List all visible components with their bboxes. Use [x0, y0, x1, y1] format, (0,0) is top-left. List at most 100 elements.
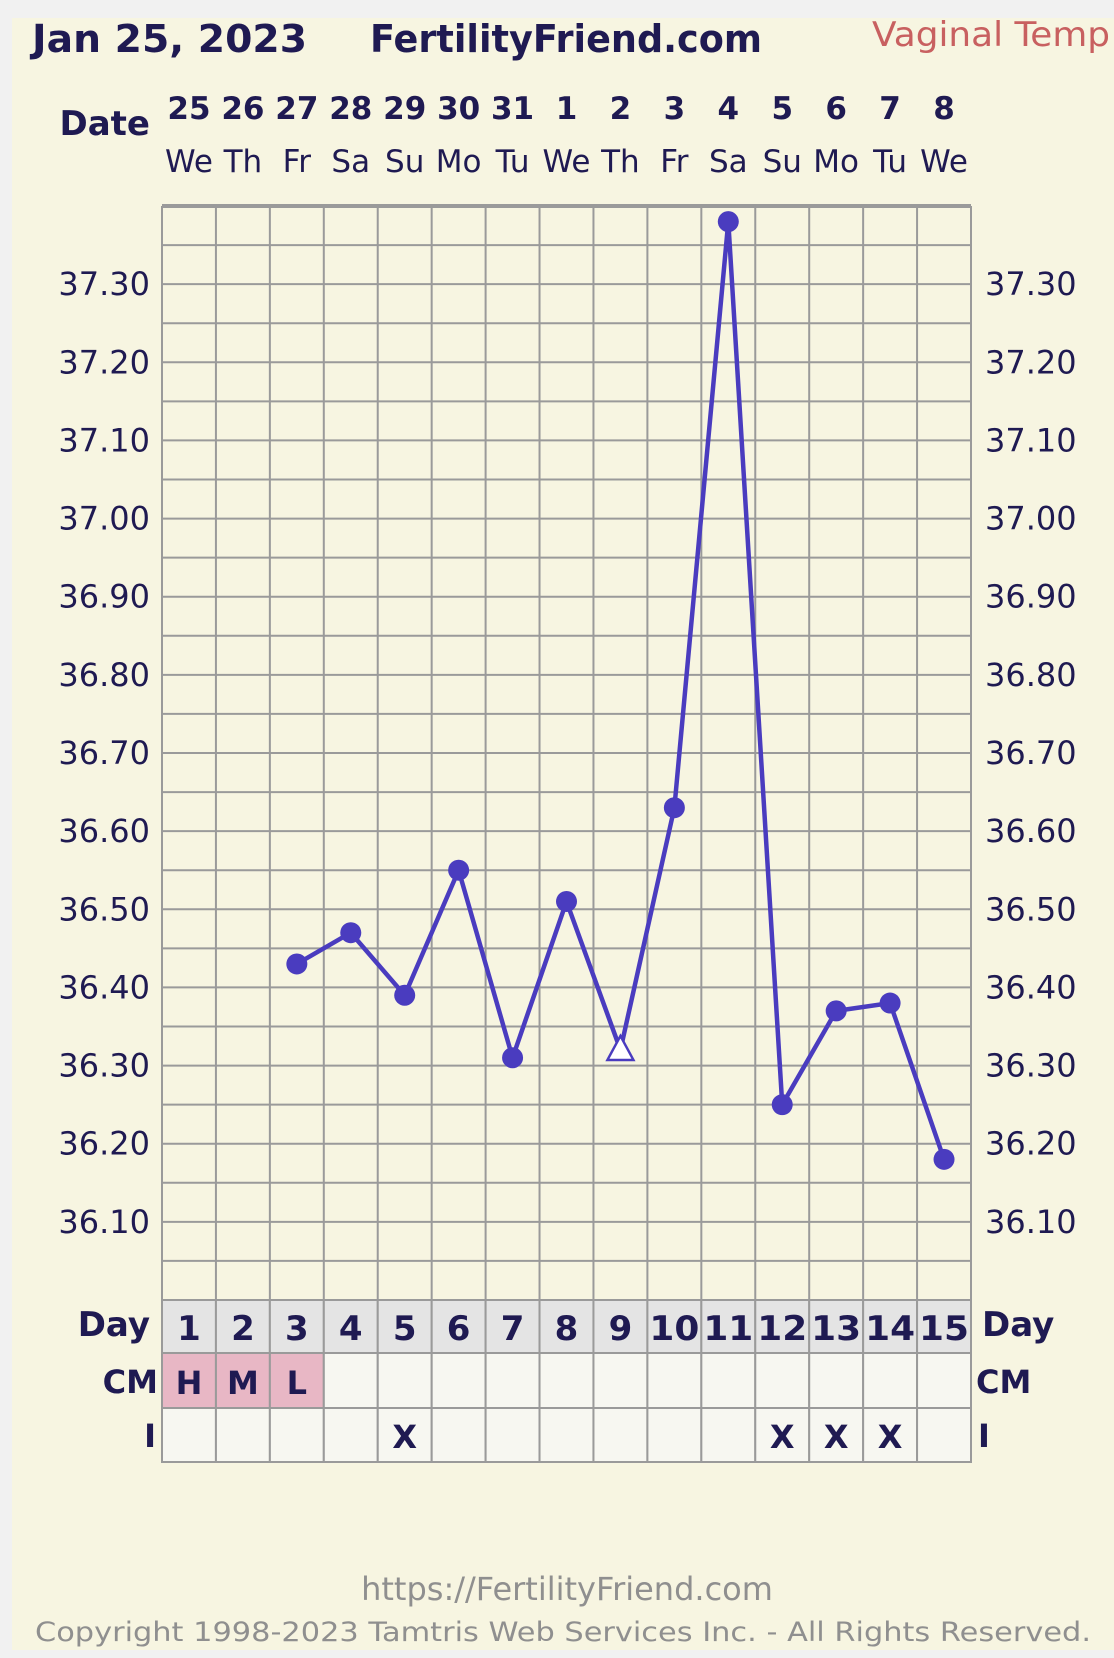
intercourse-cell: [646, 1407, 703, 1463]
cm-cell: [322, 1352, 379, 1409]
date-label: 25: [167, 91, 210, 127]
y-tick-label-right: 36.30: [985, 1047, 1077, 1085]
day-number: 13: [811, 1309, 861, 1349]
y-tick-label-left: 36.60: [58, 812, 150, 850]
day-number: 1: [177, 1309, 201, 1349]
y-tick-label-left: 36.10: [58, 1203, 150, 1241]
intercourse-mark: X: [770, 1418, 795, 1456]
weekday-label: Su: [763, 144, 802, 180]
day-number: 9: [609, 1309, 633, 1349]
y-tick-label-left: 37.30: [58, 265, 150, 303]
cm-cell: [161, 1352, 217, 1409]
temp-type-label: Vaginal Temp: [872, 15, 1110, 55]
temperature-series: [286, 211, 955, 1170]
y-tick-label-left: 37.00: [58, 500, 150, 538]
intercourse-cell: [484, 1407, 541, 1463]
y-tick-label-right: 36.70: [985, 734, 1077, 772]
weekday-label: Sa: [709, 144, 748, 180]
y-tick-label-right: 36.40: [985, 968, 1077, 1006]
intercourse-cell: [322, 1407, 379, 1463]
i-row-label-right: I: [978, 1417, 990, 1455]
day-row-label-right: Day: [982, 1305, 1054, 1345]
cm-cell: [592, 1352, 649, 1409]
cm-value: M: [227, 1364, 259, 1402]
y-tick-label-left: 36.30: [58, 1047, 150, 1085]
weekday-label: Su: [385, 144, 424, 180]
date-label: 5: [771, 91, 793, 127]
y-tick-label-right: 37.10: [985, 421, 1077, 459]
axis-labels: 37.30 37.30 37.20 37.20 37.10 37.10 37.00 37.00…: [58, 91, 1076, 1241]
cm-value: H: [176, 1364, 203, 1402]
day-number: 12: [757, 1309, 807, 1349]
date-label: 1: [556, 91, 578, 127]
day-cell: [376, 1299, 433, 1354]
intercourse-mark: X: [392, 1418, 417, 1456]
weekday-label: Fr: [283, 144, 312, 180]
day-cell: [322, 1299, 379, 1354]
chart-date: Jan 25, 2023: [29, 17, 307, 61]
y-tick-label-left: 36.50: [58, 890, 150, 928]
temperature-point: [340, 922, 362, 944]
weekday-label: Fr: [660, 144, 689, 180]
date-label: 7: [879, 91, 901, 127]
day-number: 5: [393, 1309, 417, 1349]
cm-row-label-right: CM: [976, 1363, 1031, 1401]
date-label: 27: [275, 91, 318, 127]
date-label: 29: [383, 91, 426, 127]
cm-cell: [862, 1352, 919, 1409]
intercourse-cell: [700, 1407, 757, 1463]
intercourse-cell: [862, 1407, 919, 1463]
date-label: 30: [437, 91, 480, 127]
temperature-point: [448, 859, 470, 881]
intercourse-cell: [538, 1407, 595, 1463]
cm-cell: [430, 1352, 487, 1409]
date-label: 6: [825, 91, 847, 127]
intercourse-cell: [214, 1407, 271, 1463]
day-number: 10: [649, 1309, 699, 1349]
day-number: 7: [501, 1309, 525, 1349]
y-tick-label-right: 36.90: [985, 578, 1077, 616]
day-number: 15: [919, 1309, 969, 1349]
temperature-point: [394, 984, 416, 1006]
weekday-label: Sa: [331, 144, 370, 180]
temperature-point: [717, 211, 739, 233]
day-number: 3: [285, 1309, 309, 1349]
cm-cell: [646, 1352, 703, 1409]
cm-cell: [484, 1352, 541, 1409]
temperature-point: [825, 1000, 847, 1022]
y-tick-label-right: 36.20: [985, 1125, 1077, 1163]
date-label: 2: [610, 91, 632, 127]
intercourse-cell: [592, 1407, 649, 1463]
cm-cell: [214, 1352, 271, 1409]
i-row-label-left: I: [144, 1417, 156, 1455]
y-tick-label-left: 36.20: [58, 1125, 150, 1163]
y-tick-label-right: 36.60: [985, 812, 1077, 850]
intercourse-cell: [754, 1407, 811, 1463]
y-tick-label-left: 36.90: [58, 578, 150, 616]
weekday-label: Tu: [495, 144, 530, 180]
y-tick-label-right: 37.00: [985, 500, 1077, 538]
weekday-label: Th: [600, 144, 640, 180]
weekday-label: We: [165, 144, 213, 180]
cm-cell: [376, 1352, 433, 1409]
day-number: 14: [865, 1309, 915, 1349]
date-label: 3: [664, 91, 686, 127]
temperature-point-open-triangle: [605, 1033, 636, 1062]
y-tick-label-right: 36.50: [985, 890, 1077, 928]
day-number: 6: [447, 1309, 471, 1349]
temperature-point: [933, 1148, 955, 1170]
data-rows: 1 H2 M3 L4 5 X 6 7 8 9 10 11 12 X 13 X 14 X 15: [161, 1299, 972, 1463]
intercourse-cell: [430, 1407, 487, 1463]
cm-cell: [808, 1352, 865, 1409]
temperature-point: [879, 992, 901, 1014]
weekday-label: We: [920, 144, 968, 180]
day-cell: [592, 1299, 649, 1354]
day-number: 8: [555, 1309, 579, 1349]
date-row-label: Date: [60, 104, 150, 144]
cm-row-label-left: CM: [103, 1363, 158, 1401]
intercourse-cell: [916, 1407, 972, 1463]
weekday-label: Mo: [813, 144, 859, 180]
date-label: 26: [221, 91, 264, 127]
y-tick-label-right: 36.80: [985, 656, 1077, 694]
y-tick-label-right: 36.10: [985, 1203, 1077, 1241]
